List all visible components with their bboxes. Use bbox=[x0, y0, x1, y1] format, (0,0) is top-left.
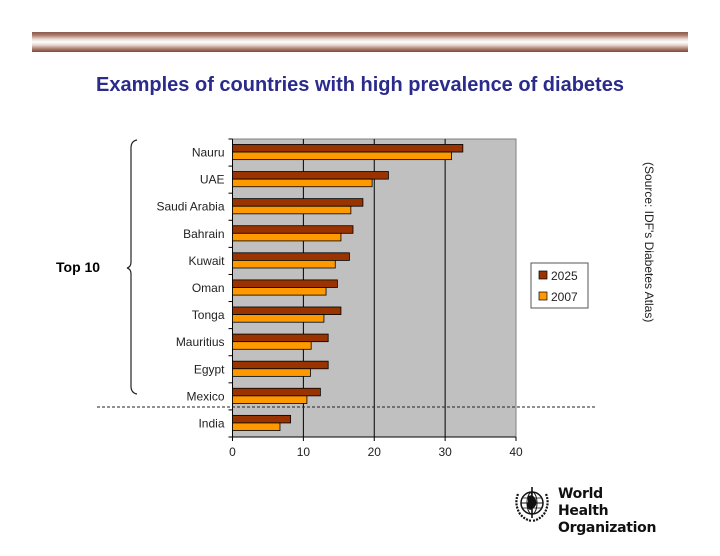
bar-2007-india bbox=[232, 422, 281, 431]
category-label: Mexico bbox=[186, 389, 224, 403]
category-label: Nauru bbox=[192, 146, 225, 160]
decorative-header-bar bbox=[32, 32, 688, 52]
bar-2025-uae bbox=[232, 171, 389, 180]
legend-swatch-2007 bbox=[538, 291, 548, 301]
legend-box bbox=[530, 262, 589, 309]
bar-2025-india bbox=[232, 414, 292, 424]
category-label: UAE bbox=[200, 173, 225, 187]
category-label: Tonga bbox=[192, 308, 225, 322]
bar-2025-saudi-arabia bbox=[232, 198, 364, 207]
bar-2007-mexico bbox=[232, 395, 308, 404]
legend-label-2007: 2007 bbox=[551, 290, 578, 304]
category-label: Oman bbox=[192, 281, 225, 295]
bar-2007-kuwait bbox=[232, 260, 336, 269]
bar-2007-saudi-arabia bbox=[232, 205, 352, 215]
x-tick-label: 20 bbox=[368, 445, 382, 459]
bar-2007-egypt bbox=[232, 368, 311, 377]
bar-2025-mauritius bbox=[232, 333, 329, 343]
bar-2007-mauritius bbox=[232, 341, 312, 350]
bar-2025-nauru bbox=[232, 144, 464, 153]
category-label: Kuwait bbox=[188, 254, 225, 268]
category-label: India bbox=[198, 416, 224, 430]
who-emblem-icon bbox=[515, 487, 549, 523]
x-tick-label: 0 bbox=[229, 445, 236, 459]
bar-2025-bahrain bbox=[232, 225, 354, 234]
x-tick-label: 40 bbox=[509, 445, 523, 459]
top10-label: Top 10 bbox=[56, 259, 101, 275]
bar-2007-oman bbox=[232, 287, 327, 296]
bar-2007-tonga bbox=[232, 314, 325, 323]
who-wordmark-line2: Organization bbox=[558, 520, 657, 536]
bar-2025-kuwait bbox=[232, 252, 350, 261]
who-wordmark-line1: World Health bbox=[558, 486, 609, 519]
who-logo: World Health Organization bbox=[510, 482, 656, 536]
category-label: Bahrain bbox=[183, 227, 224, 241]
bar-2007-nauru bbox=[232, 151, 452, 161]
legend-label-2025: 2025 bbox=[551, 269, 578, 283]
bar-2025-tonga bbox=[232, 306, 342, 315]
category-label: Saudi Arabia bbox=[156, 200, 224, 214]
bar-2025-mexico bbox=[232, 387, 321, 397]
top10-brace bbox=[126, 139, 138, 395]
bar-2007-bahrain bbox=[232, 232, 342, 242]
bar-2007-uae bbox=[232, 178, 373, 188]
legend: 2025 2007 bbox=[530, 262, 589, 309]
category-label: Egypt bbox=[194, 362, 225, 376]
source-note: (Source: IDF's Diabetes Atlas) bbox=[642, 162, 656, 323]
slide-title: Examples of countries with high prevalen… bbox=[96, 74, 624, 96]
x-tick-label: 10 bbox=[297, 445, 311, 459]
x-tick-label: 30 bbox=[438, 445, 452, 459]
legend-swatch-2025 bbox=[538, 270, 548, 280]
who-wordmark: World Health Organization bbox=[558, 486, 656, 537]
category-label: Mauritius bbox=[176, 335, 225, 349]
bar-2025-oman bbox=[232, 279, 338, 288]
bar-2025-egypt bbox=[232, 360, 329, 370]
